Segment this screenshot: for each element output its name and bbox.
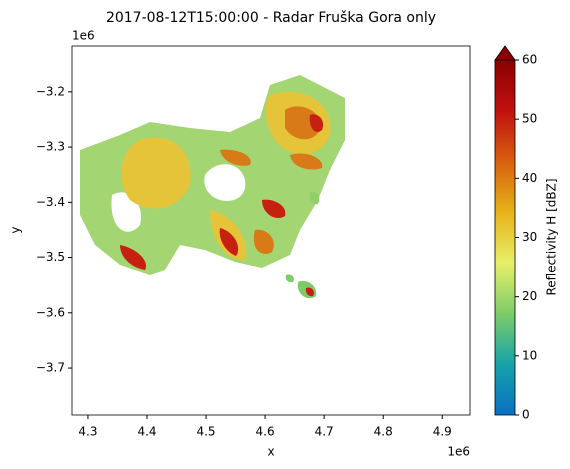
colorbar-tick-label: 40: [522, 171, 537, 185]
colorbar-extend: [494, 45, 516, 61]
radar-echo: [120, 245, 146, 270]
y-tick-label: −3.3: [36, 140, 65, 154]
y-tick-label: −3.2: [36, 84, 65, 98]
x-tick-label: 4.7: [315, 425, 334, 439]
radar-echo: [253, 229, 274, 254]
radar-echo: [262, 199, 286, 219]
colorbar-tick-label: 10: [522, 348, 537, 362]
radar-echo: [220, 149, 251, 166]
plot-frame: [71, 45, 471, 416]
colorbar-tick-label: 20: [522, 289, 537, 303]
colorbar: [495, 60, 515, 415]
y-offset: 1e6: [72, 29, 95, 43]
x-tick-label: 4.9: [433, 425, 452, 439]
colorbar-tick-label: 60: [522, 53, 537, 67]
x-tick-label: 4.5: [196, 425, 215, 439]
radar-echo: [285, 274, 294, 283]
y-axis-label: y: [9, 226, 23, 233]
chart-title: 2017-08-12T15:00:00 - Radar Fruška Gora …: [106, 10, 436, 26]
radar-echo: [309, 191, 320, 205]
colorbar-tick-label: 50: [522, 112, 537, 126]
y-tick-label: −3.7: [36, 361, 65, 375]
x-tick-label: 4.6: [256, 425, 275, 439]
colorbar-tick-label: 0: [522, 408, 530, 422]
y-tick-label: −3.5: [36, 250, 65, 264]
x-tick-label: 4.3: [78, 425, 97, 439]
radar-echo: [121, 137, 191, 209]
y-tick-label: −3.6: [36, 305, 65, 319]
radar-echo: [309, 114, 324, 133]
x-tick-label: 4.4: [137, 425, 156, 439]
x-tick-label: 4.8: [374, 425, 393, 439]
radar-field: [80, 75, 345, 299]
colorbar-tick-label: 30: [522, 230, 537, 244]
x-offset: 1e6: [447, 445, 470, 459]
x-axis-label: x: [267, 445, 274, 459]
radar-echo: [219, 228, 239, 256]
radar-echo: [305, 287, 314, 297]
radar-gap: [204, 164, 246, 201]
radar-echo: [290, 153, 323, 170]
y-tick-label: −3.4: [36, 195, 65, 209]
colorbar-label: Reflectivity H [dBZ]: [545, 178, 559, 295]
